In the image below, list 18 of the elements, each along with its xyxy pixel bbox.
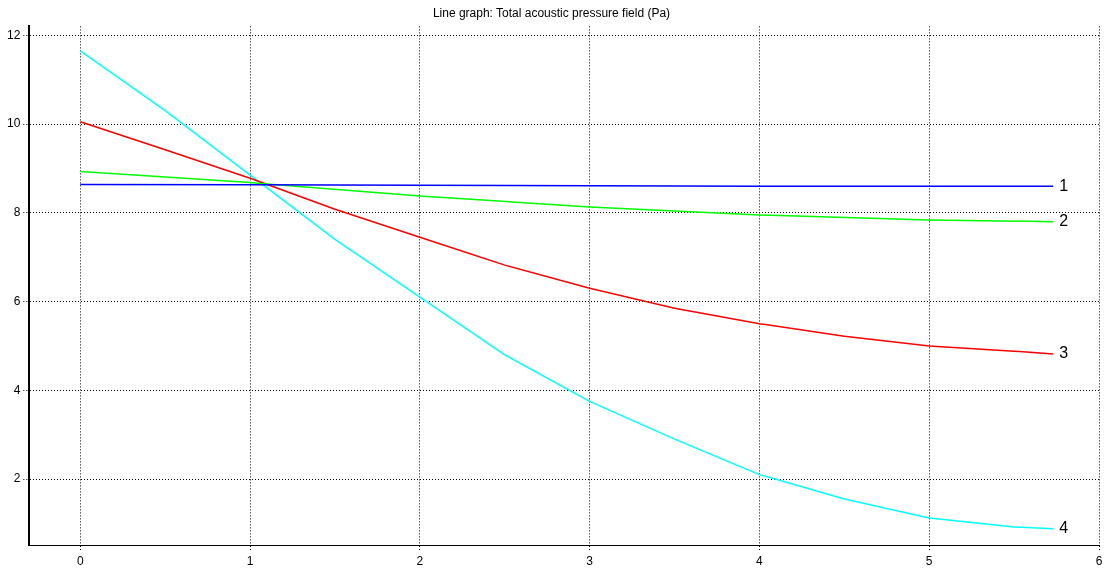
- x-tick-label: 0: [76, 554, 84, 569]
- y-tick-label: 2: [13, 471, 21, 486]
- y-tick-label: 10: [6, 116, 21, 131]
- y-tick-label: 6: [13, 293, 21, 308]
- x-tick-label: 4: [756, 554, 764, 569]
- x-tick-label: 2: [416, 554, 424, 569]
- y-tick-label: 12: [6, 27, 21, 42]
- x-tick-label: 5: [925, 554, 933, 569]
- series-label: 2: [1059, 212, 1069, 230]
- x-tick-label: 6: [1095, 554, 1103, 569]
- chart-title: Line graph: Total acoustic pressure field (Pa): [432, 5, 671, 20]
- series-label: 1: [1059, 176, 1069, 194]
- y-tick-label: 4: [13, 382, 21, 397]
- series-label: 4: [1059, 519, 1069, 537]
- series-label: 3: [1059, 344, 1069, 362]
- y-tick-label: 8: [13, 205, 21, 220]
- x-tick-label: 3: [586, 554, 594, 569]
- x-tick-label: 1: [246, 554, 254, 569]
